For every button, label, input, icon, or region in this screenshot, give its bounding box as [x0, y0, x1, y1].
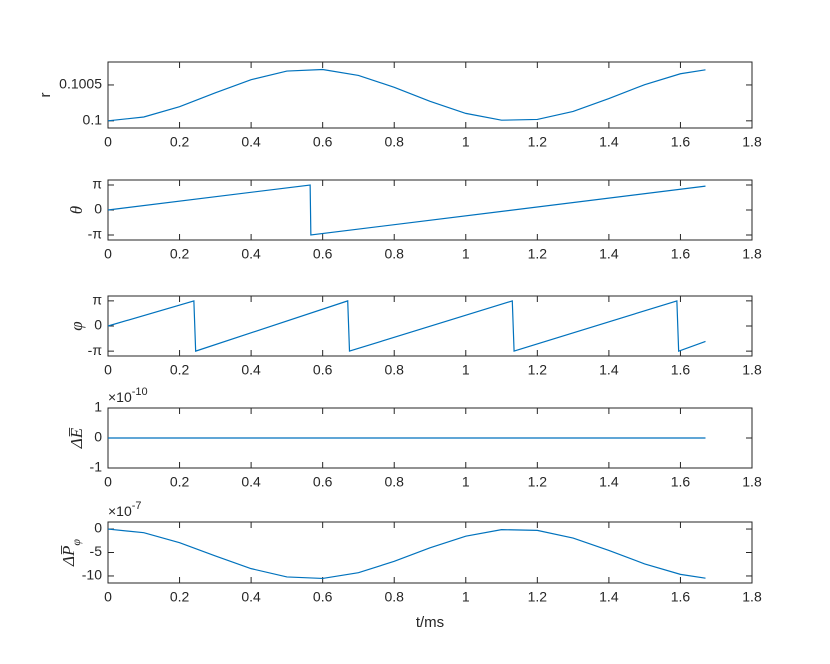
- y-axis-label: ΔE̅: [67, 427, 86, 449]
- y-tick-label: -5: [90, 543, 103, 559]
- data-line: [107, 184, 706, 236]
- x-tick-label: 0.2: [170, 362, 190, 378]
- x-tick-label: 1.2: [528, 474, 548, 490]
- y-tick-label: 0: [94, 201, 102, 217]
- y-axis-label-main: φ: [67, 321, 86, 330]
- y-axis-label-main: ΔP̅: [59, 545, 78, 567]
- y-tick-label: 0.1005: [59, 76, 102, 92]
- x-tick-label: 1.2: [528, 589, 548, 605]
- y-tick-label: 1: [94, 399, 102, 415]
- x-tick-label: 1.4: [599, 246, 619, 262]
- x-tick-label: 0.4: [241, 246, 261, 262]
- y-axis-label: r: [37, 93, 54, 98]
- y-multiplier: ×10-7: [108, 500, 142, 519]
- x-tick-label: 0.8: [384, 474, 404, 490]
- x-tick-label: 1.8: [742, 134, 762, 150]
- x-tick-label: 0.6: [313, 362, 333, 378]
- x-tick-label: 0.4: [241, 589, 261, 605]
- x-tick-label: 1.2: [528, 362, 548, 378]
- x-tick-label: 0.8: [384, 246, 404, 262]
- x-tick-label: 1.2: [528, 246, 548, 262]
- x-tick-label: 0.2: [170, 246, 190, 262]
- x-tick-label: 0: [104, 134, 112, 150]
- subplot: 0 0.2 0.4 0.6 0.8 1 1.2 1.4 1.6 1.8 -10 -5 0 ΔP̅φ ×10-…: [59, 500, 762, 631]
- x-tick-label: 1.6: [671, 134, 691, 150]
- x-tick-label: 1: [462, 134, 470, 150]
- y-tick-label: 0: [94, 520, 102, 536]
- y-axis-label-main: ΔE̅: [67, 427, 86, 449]
- data-line: [107, 528, 706, 580]
- y-multiplier-base: ×10: [108, 389, 132, 405]
- x-tick-label: 1.2: [528, 134, 548, 150]
- y-axis-label-main: θ: [67, 206, 86, 214]
- x-tick-label: 1.4: [599, 362, 619, 378]
- data-line: [107, 68, 706, 122]
- x-tick-label: 0: [104, 362, 112, 378]
- x-tick-label: 1.8: [742, 362, 762, 378]
- y-multiplier-base: ×10: [108, 503, 132, 519]
- y-axis-label: ΔP̅φ: [59, 539, 83, 567]
- x-tick-label: 0.8: [384, 362, 404, 378]
- x-tick-label: 0: [104, 246, 112, 262]
- x-tick-label: 0.4: [241, 134, 261, 150]
- x-tick-label: 1.6: [671, 589, 691, 605]
- y-tick-label: -1: [90, 459, 103, 475]
- x-axis-label: t/ms: [416, 614, 444, 631]
- x-tick-label: 0.2: [170, 134, 190, 150]
- y-tick-label: -π: [88, 226, 103, 242]
- x-tick-label: 1: [462, 246, 470, 262]
- x-tick-label: 1.4: [599, 474, 619, 490]
- axes-box: [107, 179, 753, 241]
- x-tick-label: 1.4: [599, 134, 619, 150]
- x-tick-label: 1.8: [742, 589, 762, 605]
- y-axis-label: φ: [67, 321, 86, 330]
- y-tick-label: 0.1: [83, 112, 103, 128]
- x-tick-label: 0.8: [384, 134, 404, 150]
- x-tick-label: 1: [462, 362, 470, 378]
- y-tick-label: 0: [94, 317, 102, 333]
- x-tick-label: 0.6: [313, 474, 333, 490]
- x-tick-label: 1.6: [671, 362, 691, 378]
- x-tick-label: 1.6: [671, 246, 691, 262]
- y-tick-label: π: [92, 176, 102, 192]
- x-tick-label: 0.4: [241, 362, 261, 378]
- x-tick-label: 0.2: [170, 474, 190, 490]
- y-multiplier-exponent: -10: [132, 386, 148, 398]
- y-tick-label: π: [92, 292, 102, 308]
- x-tick-label: 1: [462, 589, 470, 605]
- x-tick-label: 1: [462, 474, 470, 490]
- y-tick-label: 0: [94, 429, 102, 445]
- data-line: [107, 300, 706, 352]
- y-axis-label-subscript: φ: [69, 539, 83, 546]
- x-tick-label: 0.6: [313, 246, 333, 262]
- x-tick-label: 0.4: [241, 474, 261, 490]
- x-tick-label: 1.6: [671, 474, 691, 490]
- x-tick-label: 1.4: [599, 589, 619, 605]
- y-axis-label-main: r: [37, 93, 54, 98]
- y-multiplier: ×10-10: [108, 386, 148, 405]
- x-tick-label: 0.2: [170, 589, 190, 605]
- y-axis-label: θ: [67, 206, 86, 214]
- x-tick-label: 1.8: [742, 474, 762, 490]
- x-tick-label: 0: [104, 589, 112, 605]
- x-tick-label: 0.6: [313, 589, 333, 605]
- x-tick-label: 0: [104, 474, 112, 490]
- x-tick-label: 0.8: [384, 589, 404, 605]
- x-tick-label: 0.6: [313, 134, 333, 150]
- x-tick-label: 1.8: [742, 246, 762, 262]
- y-tick-label: -10: [82, 567, 102, 583]
- y-tick-label: -π: [88, 342, 103, 358]
- y-multiplier-exponent: -7: [132, 500, 142, 512]
- subplot: 0 0.2 0.4 0.6 0.8 1 1.2 1.4 1.6 1.8 0.1 0.1005 r: [37, 61, 762, 150]
- axes-box: [107, 521, 753, 584]
- axes-box: [107, 61, 753, 129]
